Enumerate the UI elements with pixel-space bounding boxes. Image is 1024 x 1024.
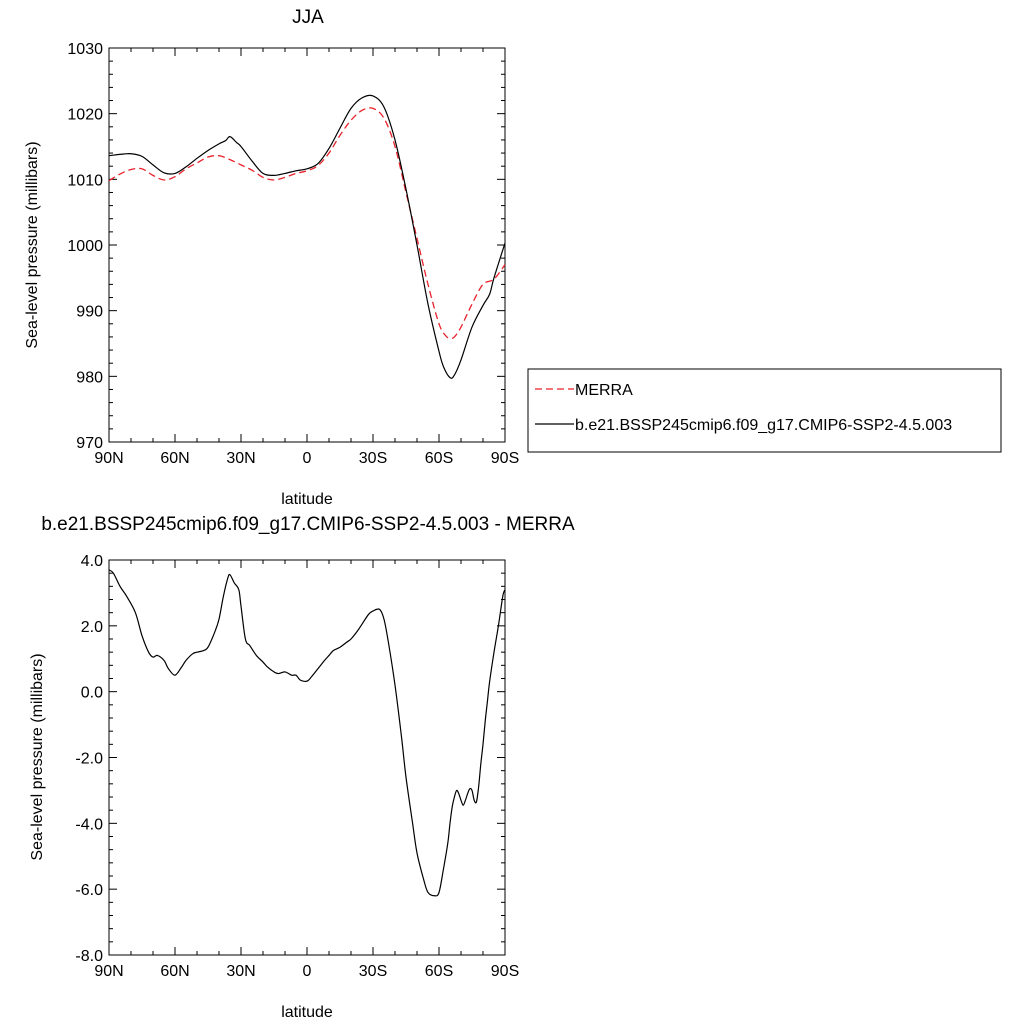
legend-label-merra: MERRA <box>575 382 633 399</box>
top-chart-title: JJA <box>292 7 324 28</box>
top-ytick-label: 970 <box>76 435 103 452</box>
bottom-xtick-label: 90N <box>94 963 123 980</box>
top-ticks: 90N 60N 30N 0 30S 60S 90S 970 980 990 1000 1010 1020… <box>67 41 519 467</box>
top-series-line-0 <box>108 107 506 340</box>
bottom-ytick-label: 2.0 <box>81 619 103 636</box>
top-series-line-1 <box>108 94 506 379</box>
legend-label-model: b.e21.BSSP245cmip6.f09_g17.CMIP6-SSP2-4.… <box>575 417 952 434</box>
top-ytick-label: 1010 <box>67 172 103 189</box>
bottom-series-group <box>108 569 506 897</box>
bottom-plot-frame <box>108 559 506 956</box>
bottom-xtick-label: 30N <box>226 963 255 980</box>
bottom-ytick-label: 4.0 <box>81 553 103 570</box>
bottom-x-axis-label: latitude <box>281 1004 333 1021</box>
top-ytick-label: 990 <box>76 304 103 321</box>
top-xtick-label: 90N <box>94 450 123 467</box>
legend: MERRA b.e21.BSSP245cmip6.f09_g17.CMIP6-S… <box>527 368 1002 453</box>
bottom-ytick-label: -2.0 <box>75 751 103 768</box>
bottom-ytick-label: -6.0 <box>75 882 103 899</box>
legend-box <box>527 368 1002 453</box>
top-xtick-label: 60S <box>425 450 453 467</box>
bottom-ytick-label: 0.0 <box>81 685 103 702</box>
top-x-axis-label: latitude <box>281 491 333 508</box>
top-ytick-label: 1000 <box>67 238 103 255</box>
top-y-axis-label: Sea-level pressure (millibars) <box>24 141 41 348</box>
bottom-ticks: 90N 60N 30N 0 30S 60S 90S -8.0 -6.0 -4.0 -2.0 0.0 2.… <box>75 553 519 980</box>
bottom-xtick-label: 60S <box>425 963 453 980</box>
bottom-xtick-label: 30S <box>359 963 387 980</box>
top-xtick-label: 30N <box>226 450 255 467</box>
chart-bottom: b.e21.BSSP245cmip6.f09_g17.CMIP6-SSP2-4.… <box>29 514 575 1021</box>
top-ytick-label: 1030 <box>67 41 103 58</box>
top-xtick-label: 90S <box>491 450 519 467</box>
bottom-ytick-label: -4.0 <box>75 816 103 833</box>
top-series-group <box>108 94 506 379</box>
bottom-y-axis-label: Sea-level pressure (millibars) <box>29 653 46 860</box>
top-xtick-label: 30S <box>359 450 387 467</box>
bottom-ytick-label: -8.0 <box>75 948 103 965</box>
bottom-chart-title: b.e21.BSSP245cmip6.f09_g17.CMIP6-SSP2-4.… <box>41 514 575 535</box>
top-ytick-label: 980 <box>76 369 103 386</box>
top-xtick-label: 60N <box>160 450 189 467</box>
bottom-xtick-label: 0 <box>303 963 312 980</box>
bottom-xtick-label: 90S <box>491 963 519 980</box>
bottom-xtick-label: 60N <box>160 963 189 980</box>
top-plot-frame <box>108 47 506 443</box>
chart-top: JJA 90N 60N 30N 0 30S 60S 90S 970 980 990 1000 1010… <box>24 7 519 508</box>
top-ytick-label: 1020 <box>67 107 103 124</box>
top-xtick-label: 0 <box>303 450 312 467</box>
bottom-series-line-0 <box>108 569 506 897</box>
